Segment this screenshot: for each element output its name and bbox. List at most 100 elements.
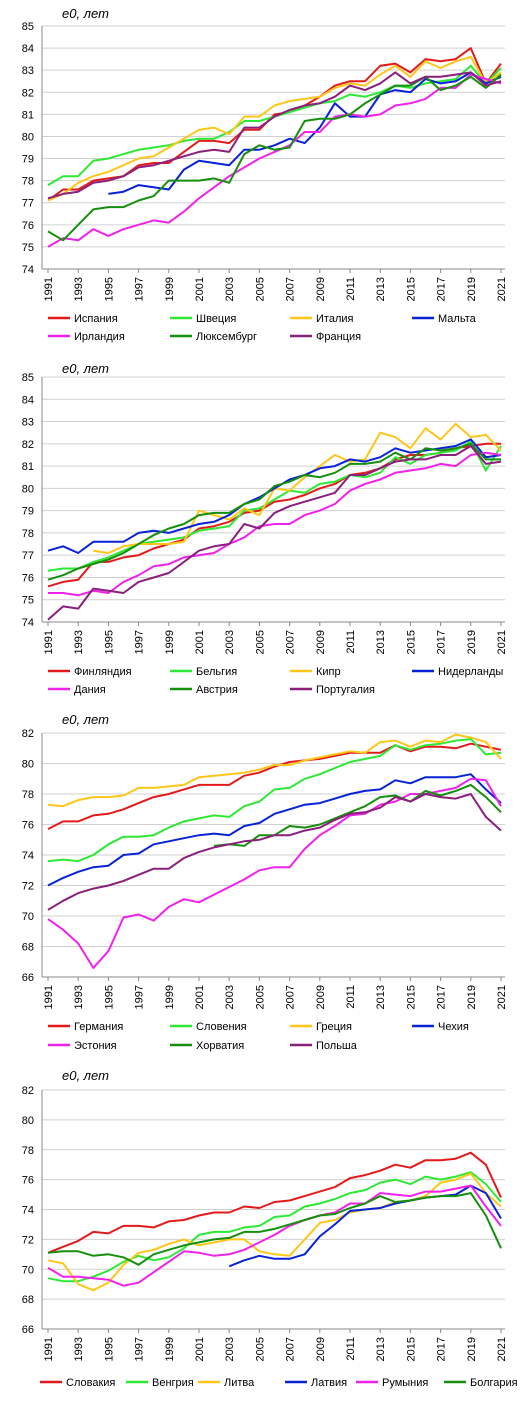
chart-3: e0, лет 66 68 70 72 74 76 78 80 82 1991 1993 1995 19… [0, 706, 523, 1058]
y-tick-label: 70 [22, 911, 34, 923]
series-line [47, 438, 502, 554]
y-tick-label: 76 [22, 1175, 34, 1187]
x-tick-label: 2021 [496, 1337, 508, 1361]
legend-label: Латвия [311, 1377, 347, 1389]
x-tick-label: 1991 [43, 630, 55, 654]
y-axis-label: e0, лет [62, 6, 109, 21]
x-tick-label: 2001 [194, 985, 206, 1009]
y-tick-label: 70 [22, 1264, 34, 1276]
x-tick-label: 1995 [103, 277, 115, 301]
series-line [47, 1151, 502, 1254]
series-line [47, 71, 502, 200]
series-line [47, 777, 502, 969]
x-tick-label: 1999 [164, 630, 176, 654]
x-tick-label: 2011 [345, 277, 357, 301]
x-tick-label: 1991 [43, 1337, 55, 1361]
y-tick-label: 78 [22, 176, 34, 188]
series-line [47, 1171, 502, 1283]
legend-label: Ирландия [74, 331, 125, 343]
x-tick-label: 2003 [224, 1337, 236, 1361]
series-line [47, 738, 502, 863]
x-tick-label: 2007 [285, 277, 297, 301]
legend-label: Мальта [438, 313, 477, 325]
x-tick-label: 2019 [466, 985, 478, 1009]
x-tick-label: 2017 [436, 630, 448, 654]
y-tick-label: 72 [22, 1234, 34, 1246]
x-tick-label: 2011 [345, 1337, 357, 1361]
x-tick-label: 2019 [466, 1337, 478, 1361]
x-tick-label: 2001 [194, 630, 206, 654]
x-tick-label: 1993 [73, 1337, 85, 1361]
y-tick-label: 75 [22, 242, 34, 254]
legend-label: Франция [316, 331, 361, 343]
x-tick-label: 1993 [73, 277, 85, 301]
y-tick-label: 80 [22, 1115, 34, 1127]
x-tick-label: 2021 [496, 985, 508, 1009]
x-tick-label: 1991 [43, 277, 55, 301]
x-tick-label: 2009 [315, 1337, 327, 1361]
chart-2: e0, лет 74 75 76 77 78 79 80 81 82 83 84 85 1991 1993… [0, 355, 523, 705]
x-tick-label: 1993 [73, 630, 85, 654]
chart-2-svg: 74 75 76 77 78 79 80 81 82 83 84 85 1991 1993 1995 1997… [22, 372, 508, 696]
x-tick-label: 1997 [134, 985, 146, 1009]
legend-label: Эстония [74, 1040, 117, 1052]
x-tick-label: 2003 [224, 277, 236, 301]
legend-label: Польша [316, 1040, 358, 1052]
legend-label: Финляндия [74, 666, 132, 678]
x-tick-label: 2021 [496, 277, 508, 301]
series-line [47, 55, 502, 202]
y-tick-label: 80 [22, 759, 34, 771]
legend-label: Бельгия [196, 666, 237, 678]
series-line [48, 451, 502, 597]
series-line [213, 783, 502, 847]
x-tick-label: 2007 [285, 630, 297, 654]
series-line [47, 73, 502, 242]
legend-label: Австрия [196, 684, 238, 696]
x-tick-label: 1997 [134, 1337, 146, 1361]
y-axis-label: e0, лет [62, 361, 109, 376]
x-tick-label: 2015 [405, 630, 417, 654]
y-tick-label: 76 [22, 220, 34, 232]
series-line [47, 445, 502, 621]
legend-label: Венгрия [152, 1377, 194, 1389]
y-tick-label: 85 [22, 21, 34, 33]
chart-4-svg: 66 68 70 72 74 76 78 80 82 1991 1993 1995 1997 1999 20… [22, 1085, 518, 1389]
y-tick-label: 66 [22, 972, 34, 984]
chart-1: e0, лет 74 75 76 77 78 79 80 81 82 83 84 85 1991 1993… [0, 0, 523, 350]
x-tick-label: 1997 [134, 277, 146, 301]
legend-label: Германия [74, 1021, 123, 1033]
y-tick-label: 83 [22, 65, 34, 77]
x-tick-label: 2015 [405, 985, 417, 1009]
x-tick-label: 1991 [43, 985, 55, 1009]
y-tick-label: 79 [22, 506, 34, 518]
x-tick-label: 2005 [254, 277, 266, 301]
series-line [108, 71, 502, 195]
y-tick-label: 68 [22, 942, 34, 954]
legend-label: Швеция [196, 313, 236, 325]
y-tick-label: 68 [22, 1294, 34, 1306]
y-tick-label: 84 [22, 394, 34, 406]
legend-label: Испания [74, 313, 118, 325]
y-axis-label: e0, лет [62, 712, 109, 727]
y-tick-label: 76 [22, 820, 34, 832]
legend-label: Словения [196, 1021, 247, 1033]
series-line [47, 440, 502, 572]
x-tick-label: 1999 [164, 985, 176, 1009]
legend-label: Греция [316, 1021, 352, 1033]
x-tick-label: 2017 [436, 985, 448, 1009]
y-tick-label: 76 [22, 572, 34, 584]
series-line [47, 1192, 502, 1266]
x-tick-label: 2021 [496, 630, 508, 654]
x-tick-label: 2017 [436, 277, 448, 301]
x-tick-label: 2009 [315, 985, 327, 1009]
x-tick-label: 1995 [103, 630, 115, 654]
y-tick-label: 81 [22, 461, 34, 473]
x-tick-label: 2003 [224, 985, 236, 1009]
x-tick-label: 2003 [224, 630, 236, 654]
y-tick-label: 74 [22, 850, 34, 862]
x-tick-label: 2015 [405, 277, 417, 301]
legend-label: Хорватия [196, 1040, 244, 1052]
y-tick-label: 74 [22, 1205, 34, 1217]
y-tick-label: 77 [22, 550, 34, 562]
x-tick-label: 2013 [375, 1337, 387, 1361]
